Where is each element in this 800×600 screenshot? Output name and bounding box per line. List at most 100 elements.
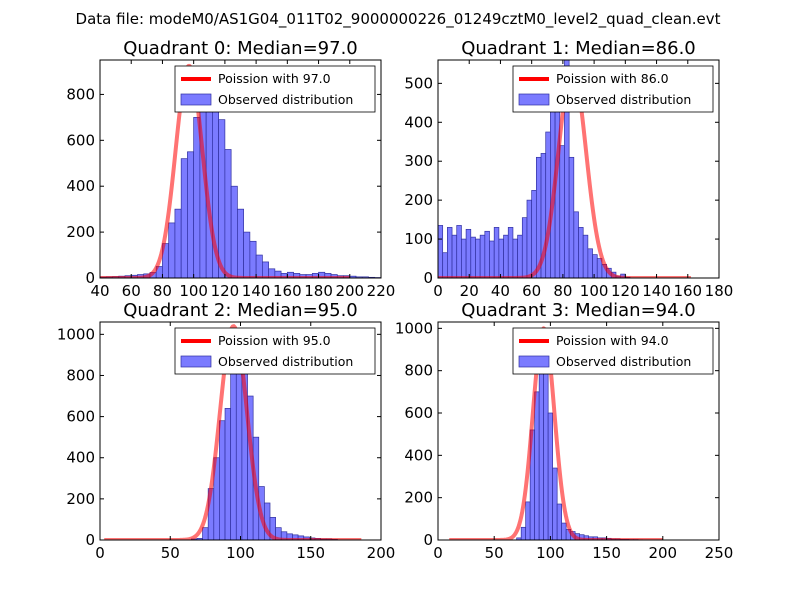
histogram-bar [525, 501, 531, 540]
histogram-bar [503, 234, 509, 278]
x-tick-label: 40 [90, 282, 109, 300]
histogram-bar [556, 503, 562, 540]
y-tick-label: 0 [85, 269, 95, 287]
histogram-bar [507, 227, 514, 278]
legend: Poission with 97.0 Observed distribution [174, 65, 376, 113]
histogram-bar [517, 234, 523, 278]
y-tick-label: 1000 [395, 319, 433, 337]
histogram-bar [534, 391, 540, 540]
histogram-bar [521, 217, 528, 278]
histogram-bar [484, 230, 490, 278]
x-tick-label: 220 [367, 282, 396, 300]
x-tick-label: 200 [335, 282, 364, 300]
legend: Poission with 86.0 Observed distribution [512, 65, 714, 113]
legend-line-label: Poission with 94.0 [556, 333, 669, 348]
x-tick-label: 140 [242, 282, 271, 300]
y-tick-label: 200 [66, 223, 95, 241]
histogram-bar [538, 349, 545, 540]
x-tick-label: 150 [296, 544, 325, 562]
y-tick-label: 600 [66, 131, 95, 149]
chart-panel-quadrant-3: Quadrant 3: Median=94.0 0 50 100 150 200 250 0 2… [395, 300, 734, 562]
x-tick-label: 60 [122, 282, 141, 300]
x-tick-label: 150 [592, 544, 621, 562]
histogram-bar [582, 234, 589, 278]
x-tick-label: 20 [460, 282, 479, 300]
y-tick-label: 800 [66, 366, 95, 384]
histogram-bar [180, 158, 188, 278]
histogram-bar [456, 225, 462, 278]
x-tick-label: 160 [673, 282, 702, 300]
page-title: Data file: modeM0/AS1G04_011T02_90000002… [76, 10, 721, 29]
histogram-bar [174, 208, 182, 278]
legend-bar-swatch [180, 355, 212, 368]
histogram-bar [568, 156, 575, 278]
x-tick-label: 100 [226, 544, 255, 562]
fit-curve [103, 324, 363, 540]
histogram-bar [531, 190, 537, 278]
legend-bar-label: Observed distribution [218, 92, 353, 107]
y-tick-label: 400 [404, 113, 433, 131]
legend: Poission with 94.0 Observed distribution [512, 327, 714, 375]
histogram-bar [249, 240, 257, 278]
histogram-bar [451, 234, 458, 278]
axes-frame [437, 321, 720, 541]
legend-line-label: Poission with 97.0 [218, 71, 331, 86]
x-tick-label: 40 [491, 282, 510, 300]
legend-bar-label: Observed distribution [218, 354, 353, 369]
chart-title: Quadrant 3: Median=94.0 [461, 300, 696, 321]
histogram-bar [187, 151, 195, 278]
x-tick-label: 80 [553, 282, 572, 300]
legend-bar-swatch [180, 93, 212, 106]
histogram-bar [224, 149, 232, 278]
histogram-bar [442, 252, 448, 278]
histogram-bar [545, 131, 551, 278]
histogram-bar [230, 185, 238, 278]
histogram-bar [237, 208, 244, 278]
histogram-bar [262, 261, 269, 278]
histogram-bar [447, 227, 453, 278]
y-tick-label: 0 [85, 531, 95, 549]
x-tick-label: 50 [161, 544, 180, 562]
histogram-bar [218, 119, 226, 278]
y-tick-label: 600 [66, 408, 95, 426]
y-tick-label: 1000 [57, 325, 95, 343]
x-tick-label: 160 [273, 282, 302, 300]
legend-bar-label: Observed distribution [556, 354, 691, 369]
histogram-bar [479, 234, 486, 278]
histogram-bar [587, 248, 593, 278]
histogram-bar [219, 420, 226, 540]
x-tick-label: 0 [95, 544, 105, 562]
x-tick-label: 180 [304, 282, 333, 300]
y-tick-label: 400 [66, 177, 95, 195]
x-tick-label: 200 [367, 544, 396, 562]
chart-title: Quadrant 1: Median=86.0 [461, 38, 696, 59]
histogram-bar [202, 527, 209, 540]
histogram-bar [512, 238, 518, 278]
y-tick-label: 0 [423, 531, 433, 549]
chart-panel-quadrant-2: Quadrant 2: Median=95.0 0 50 100 150 200 0 200 4… [57, 300, 396, 562]
histogram-bar [573, 211, 579, 278]
y-tick-label: 300 [404, 152, 433, 170]
histogram-bar [520, 526, 527, 540]
x-tick-label: 120 [611, 282, 640, 300]
y-tick-label: 200 [404, 489, 433, 507]
legend-line-label: Poission with 86.0 [556, 71, 669, 86]
legend: Poission with 95.0 Observed distribution [174, 327, 376, 375]
y-tick-label: 800 [66, 85, 95, 103]
legend-line-label: Poission with 95.0 [218, 333, 331, 348]
histogram-bar [461, 238, 467, 278]
axes-frame [99, 59, 382, 279]
histogram-bar [193, 117, 201, 278]
y-tick-label: 400 [404, 446, 433, 464]
y-tick-label: 400 [66, 449, 95, 467]
x-tick-label: 200 [648, 544, 677, 562]
x-tick-label: 0 [433, 282, 443, 300]
y-tick-label: 500 [404, 74, 433, 92]
histogram-bar [552, 467, 558, 540]
x-tick-label: 250 [705, 544, 734, 562]
legend-bar-swatch [518, 93, 550, 106]
histogram-bar [493, 227, 500, 278]
x-tick-label: 120 [211, 282, 240, 300]
legend-bar-label: Observed distribution [556, 92, 691, 107]
